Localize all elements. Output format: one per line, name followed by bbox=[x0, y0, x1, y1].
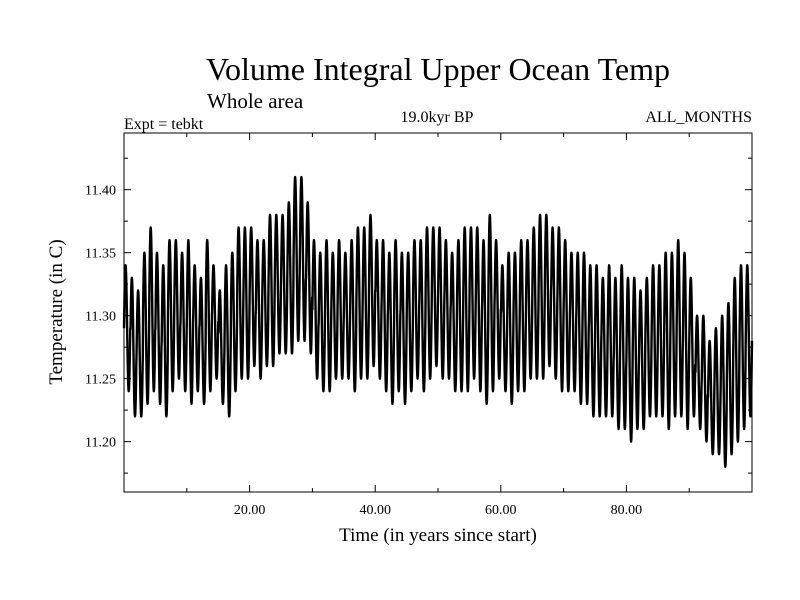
x-tick-label: 60.00 bbox=[485, 503, 517, 518]
x-tick-label: 80.00 bbox=[611, 503, 643, 518]
y-tick-label: 11.35 bbox=[85, 247, 116, 262]
chart-title: Volume Integral Upper Ocean Temp bbox=[206, 51, 670, 87]
x-tick-label: 40.00 bbox=[359, 503, 391, 518]
experiment-label: Expt = tebkt bbox=[124, 116, 204, 133]
y-tick-label: 11.20 bbox=[85, 436, 116, 451]
chart-subtitle: Whole area bbox=[207, 89, 304, 113]
x-axis-label: Time (in years since start) bbox=[339, 525, 537, 546]
y-axis-ticks: 11.20 11.25 11.30 11.35 11.40 bbox=[85, 157, 752, 474]
y-tick-label: 11.25 bbox=[85, 373, 116, 388]
y-axis-label: Temperature (in C) bbox=[46, 239, 67, 384]
y-tick-label: 11.30 bbox=[85, 310, 116, 325]
period-label: 19.0kyr BP bbox=[401, 109, 474, 126]
x-axis-ticks: 20.00 40.00 60.00 80.00 bbox=[186, 133, 690, 518]
y-tick-label: 11.40 bbox=[85, 184, 116, 199]
x-tick-label: 20.00 bbox=[234, 503, 266, 518]
series-layer bbox=[122, 175, 754, 469]
series-line bbox=[122, 175, 754, 469]
months-label: ALL_MONTHS bbox=[645, 109, 752, 126]
